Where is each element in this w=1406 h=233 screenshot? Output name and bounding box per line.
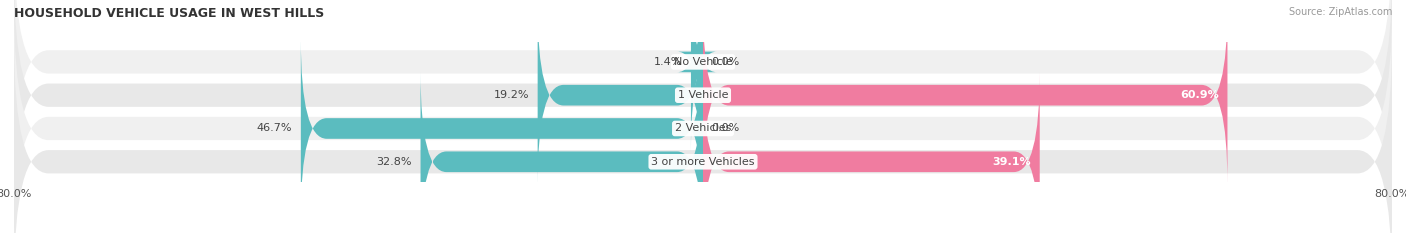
FancyBboxPatch shape bbox=[14, 40, 1392, 233]
FancyBboxPatch shape bbox=[14, 7, 1392, 233]
FancyBboxPatch shape bbox=[301, 39, 703, 218]
Text: 0.0%: 0.0% bbox=[711, 57, 740, 67]
Text: 39.1%: 39.1% bbox=[993, 157, 1031, 167]
Text: 32.8%: 32.8% bbox=[377, 157, 412, 167]
FancyBboxPatch shape bbox=[703, 6, 1227, 185]
FancyBboxPatch shape bbox=[703, 72, 1039, 233]
FancyBboxPatch shape bbox=[420, 72, 703, 233]
Text: Source: ZipAtlas.com: Source: ZipAtlas.com bbox=[1288, 7, 1392, 17]
Text: 60.9%: 60.9% bbox=[1180, 90, 1219, 100]
Text: 0.0%: 0.0% bbox=[711, 123, 740, 134]
Text: HOUSEHOLD VEHICLE USAGE IN WEST HILLS: HOUSEHOLD VEHICLE USAGE IN WEST HILLS bbox=[14, 7, 325, 20]
FancyBboxPatch shape bbox=[678, 0, 717, 151]
Text: 1 Vehicle: 1 Vehicle bbox=[678, 90, 728, 100]
Text: No Vehicle: No Vehicle bbox=[673, 57, 733, 67]
FancyBboxPatch shape bbox=[14, 0, 1392, 183]
FancyBboxPatch shape bbox=[14, 0, 1392, 217]
Text: 2 Vehicles: 2 Vehicles bbox=[675, 123, 731, 134]
Text: 1.4%: 1.4% bbox=[654, 57, 682, 67]
Text: 3 or more Vehicles: 3 or more Vehicles bbox=[651, 157, 755, 167]
Text: 46.7%: 46.7% bbox=[257, 123, 292, 134]
Text: 19.2%: 19.2% bbox=[494, 90, 529, 100]
FancyBboxPatch shape bbox=[537, 6, 703, 185]
